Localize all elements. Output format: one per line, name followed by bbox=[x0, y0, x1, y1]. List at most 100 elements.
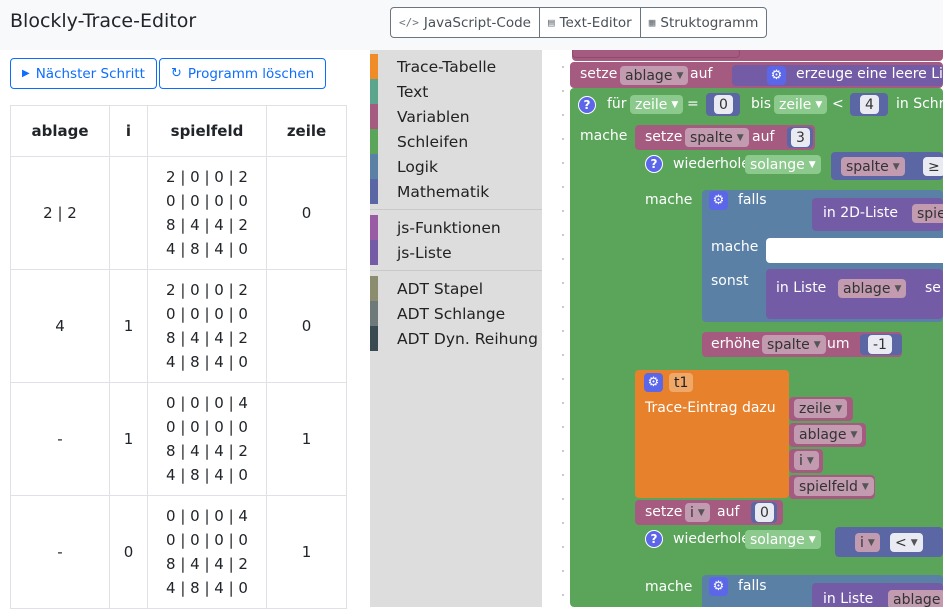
in-list-label: in Liste bbox=[823, 591, 874, 607]
category-trace-tabelle[interactable]: Trace-Tabelle bbox=[370, 54, 542, 79]
next-step-button[interactable]: ▶ Nächster Schritt bbox=[10, 58, 157, 89]
variable-dropdown-ablage[interactable]: ablage ▼ bbox=[838, 279, 907, 298]
variable-name: zeile bbox=[779, 96, 812, 113]
clear-program-button[interactable]: ↻ Programm löschen bbox=[159, 58, 327, 89]
table-row: 2 | 2 2 | 0 | 0 | 2 0 | 0 | 0 | 0 8 | 4 … bbox=[10, 156, 347, 270]
javascript-code-label: JavaScript-Code bbox=[423, 14, 531, 31]
category-js-liste[interactable]: js-Liste bbox=[370, 240, 542, 265]
for-label: für bbox=[607, 96, 627, 112]
category-label: js-Liste bbox=[397, 243, 452, 262]
number-block[interactable]: -1 bbox=[860, 334, 902, 355]
variable-dropdown-i[interactable]: i ▼ bbox=[685, 503, 710, 522]
variable-dropdown-zeile[interactable]: zeile ▼ bbox=[630, 95, 684, 114]
block-top-fragment[interactable] bbox=[572, 50, 943, 61]
category-color-bar bbox=[370, 276, 378, 301]
javascript-code-button[interactable]: </> JavaScript-Code bbox=[391, 8, 540, 37]
number-field[interactable]: -1 bbox=[868, 335, 892, 354]
trace-entry-block[interactable]: ⚙ t1 Trace-Eintrag dazu bbox=[635, 370, 789, 498]
block-top-fragment[interactable] bbox=[572, 50, 740, 58]
increment-block[interactable]: erhöhe spalte ▼ um -1 bbox=[702, 332, 902, 357]
cell-ablage: - bbox=[10, 495, 110, 609]
trace-arg-i[interactable]: i ▼ bbox=[789, 449, 823, 473]
help-icon[interactable]: ? bbox=[578, 96, 596, 114]
variable-dropdown-spalte[interactable]: spalte ▼ bbox=[685, 128, 749, 147]
table-row: - 0 0 | 0 | 0 | 4 0 | 0 | 0 | 0 8 | 4 | … bbox=[10, 495, 347, 609]
category-color-bar bbox=[370, 215, 378, 240]
variable-name: zeile bbox=[799, 400, 832, 417]
category-js-funktionen[interactable]: js-Funktionen bbox=[370, 215, 542, 240]
trace-id-field[interactable]: t1 bbox=[669, 373, 694, 392]
mode-dropdown[interactable]: solange ▼ bbox=[745, 155, 821, 174]
cell-ablage: 2 | 2 bbox=[10, 156, 110, 270]
list-get-2d-block[interactable]: in 2D-Liste spie bbox=[812, 198, 943, 231]
operator-dropdown[interactable]: < ▼ bbox=[890, 533, 923, 552]
to-label: bis bbox=[751, 96, 772, 112]
struktogramm-button[interactable]: ▦ Struktogramm bbox=[641, 8, 767, 37]
number-field[interactable]: 0 bbox=[755, 503, 774, 522]
variable-dropdown-spielfeld[interactable]: spielfeld ▼ bbox=[794, 477, 874, 496]
number-block[interactable]: 0 bbox=[751, 502, 777, 523]
category-logik[interactable]: Logik bbox=[370, 154, 542, 179]
category-adt-schlange[interactable]: ADT Schlange bbox=[370, 301, 542, 326]
trace-arg-spielfeld[interactable]: spielfeld ▼ bbox=[789, 475, 875, 499]
variable-dropdown-spalte[interactable]: spalte ▼ bbox=[841, 157, 905, 176]
variable-dropdown-zeile[interactable]: zeile ▼ bbox=[774, 95, 828, 114]
set-label: setze bbox=[645, 129, 683, 145]
toolbox-separator bbox=[370, 209, 542, 210]
category-color-bar bbox=[370, 54, 378, 79]
create-empty-list-block[interactable]: ⚙ erzeuge eine leere Liste bbox=[732, 65, 943, 86]
operator-dropdown[interactable]: ≥ bbox=[923, 157, 943, 176]
variable-dropdown-ablage[interactable]: ablage ▼ bbox=[794, 425, 863, 444]
text-editor-button[interactable]: ▤ Text-Editor bbox=[540, 8, 641, 37]
compare-block[interactable]: spalte ▼ ≥ bbox=[831, 152, 943, 180]
list-set-block[interactable]: in Liste ablage ▼ se bbox=[766, 269, 943, 319]
category-adt-dyn-reihung[interactable]: ADT Dyn. Reihung bbox=[370, 326, 542, 351]
compare-block[interactable]: i ▼ < ▼ bbox=[835, 527, 943, 557]
set-ablage-block[interactable]: setze ablage ▼ auf ⚙ erzeuge eine leere L… bbox=[570, 62, 943, 88]
variable-dropdown-i[interactable]: i ▼ bbox=[794, 451, 819, 470]
mutator-gear-icon[interactable]: ⚙ bbox=[709, 577, 728, 596]
category-schleifen[interactable]: Schleifen bbox=[370, 129, 542, 154]
app-title: Blockly-Trace-Editor bbox=[10, 10, 197, 32]
clear-program-label: Programm löschen bbox=[187, 65, 315, 82]
table-row: 4 1 2 | 0 | 0 | 2 0 | 0 | 0 | 0 8 | 4 | … bbox=[10, 269, 347, 383]
number-block[interactable]: 3 bbox=[787, 127, 813, 148]
trace-arg-zeile[interactable]: zeile ▼ bbox=[789, 397, 853, 421]
variable-dropdown-ablage[interactable]: ablage ▼ bbox=[620, 66, 689, 85]
mutator-gear-icon[interactable]: ⚙ bbox=[709, 191, 728, 210]
variable-dropdown-zeile[interactable]: zeile ▼ bbox=[794, 399, 848, 418]
variable-dropdown-spielfeld[interactable]: spie bbox=[912, 204, 943, 223]
category-text[interactable]: Text bbox=[370, 79, 542, 104]
category-adt-stapel[interactable]: ADT Stapel bbox=[370, 276, 542, 301]
variable-dropdown-ablage[interactable]: ablage bbox=[888, 590, 943, 607]
variable-dropdown-i[interactable]: i ▼ bbox=[855, 533, 880, 552]
number-field[interactable]: 4 bbox=[860, 95, 879, 114]
mutator-gear-icon[interactable]: ⚙ bbox=[644, 373, 663, 392]
number-block[interactable]: 4 bbox=[850, 93, 888, 116]
variable-dropdown-spalte[interactable]: spalte ▼ bbox=[762, 335, 826, 354]
category-color-bar bbox=[370, 301, 378, 326]
cell-spielfeld: 2 | 0 | 0 | 2 0 | 0 | 0 | 0 8 | 4 | 4 | … bbox=[147, 156, 267, 270]
if-block[interactable]: ⚙ falls in Liste ablage bbox=[702, 575, 943, 607]
table-header-row: ablage i spielfeld zeile bbox=[10, 105, 347, 157]
set-spalte-block[interactable]: setze spalte ▼ auf 3 bbox=[635, 125, 815, 150]
mutator-gear-icon[interactable]: ⚙ bbox=[767, 66, 786, 85]
list-get-block[interactable]: in Liste ablage bbox=[812, 583, 943, 607]
set-label: setze bbox=[580, 66, 618, 82]
category-label: ADT Stapel bbox=[397, 279, 484, 298]
help-icon[interactable]: ? bbox=[645, 155, 663, 173]
category-variablen[interactable]: Variablen bbox=[370, 104, 542, 129]
spielfeld-line: 8 | 4 | 4 | 2 bbox=[166, 329, 248, 347]
dropdown-arrow-icon: ▼ bbox=[892, 161, 900, 172]
repeat-label: wiederhole bbox=[673, 156, 750, 172]
trace-arg-ablage[interactable]: ablage ▼ bbox=[789, 423, 866, 447]
mode-dropdown[interactable]: solange ▼ bbox=[745, 530, 821, 549]
blockly-workspace[interactable]: setze ablage ▼ auf ⚙ erzeuge eine leere L… bbox=[542, 50, 943, 607]
number-block[interactable]: 0 bbox=[706, 93, 740, 116]
help-icon[interactable]: ? bbox=[645, 530, 663, 548]
number-field[interactable]: 3 bbox=[791, 128, 810, 147]
cell-zeile: 1 bbox=[266, 382, 347, 496]
set-i-block[interactable]: setze i ▼ auf 0 bbox=[635, 500, 783, 525]
category-mathematik[interactable]: Mathematik bbox=[370, 179, 542, 204]
number-field[interactable]: 0 bbox=[714, 95, 733, 114]
